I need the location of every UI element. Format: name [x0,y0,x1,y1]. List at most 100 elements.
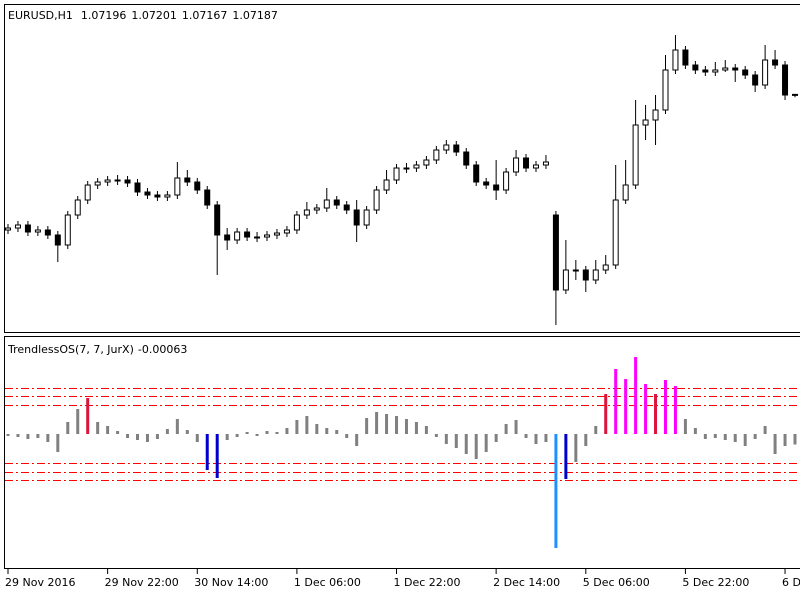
candle-body [572,269,579,272]
histogram-bar [554,434,558,548]
time-label: 30 Nov 14:00 [194,576,268,589]
time-label: 6 Dec 14:00 [782,576,800,589]
candle-body [194,181,201,191]
histogram-bar [56,434,60,452]
candle-body [403,167,410,170]
histogram-bar [225,434,229,440]
high-value: 1.07201 [131,9,177,22]
histogram-bar [265,431,269,434]
histogram-bar [594,426,598,434]
histogram-bar [663,380,667,434]
histogram-bar [76,409,80,434]
candle-body [682,49,689,66]
candle-body [622,184,629,201]
histogram-bar [434,434,438,437]
candle-body [104,179,111,183]
histogram-bar [136,434,140,440]
candle-body [94,181,101,186]
histogram-bar [325,428,329,434]
histogram-bar [235,434,239,437]
price-panel [4,4,800,333]
candle-body [473,164,480,183]
histogram-bar [733,434,737,442]
histogram-bar [514,420,518,434]
candle-body [732,67,739,71]
candle-body [463,151,470,166]
candle-body [303,209,310,216]
histogram-bar [36,434,40,438]
histogram-bar [524,434,528,438]
candle-body [343,204,350,211]
candle-body [632,124,639,186]
histogram-bar [305,416,309,434]
candle-body [433,149,440,161]
candle-body [762,59,769,86]
time-label: 5 Dec 06:00 [583,576,650,589]
histogram-bar [145,434,149,442]
histogram-bar [365,418,369,434]
histogram-bar [454,434,458,448]
candle-body [782,64,789,96]
candle-body [792,93,798,96]
candle-body [672,49,679,71]
candle-body [423,159,430,166]
histogram-bar [66,422,70,434]
histogram-bar [624,379,628,434]
candle-body [293,214,300,231]
time-label: 1 Dec 06:00 [294,576,361,589]
histogram-bar [355,434,359,446]
candle-body [513,157,520,173]
histogram-bar [743,434,747,446]
candle-body [14,224,21,229]
candle-body [373,189,380,211]
candle-body [493,184,500,191]
histogram-bar [723,434,727,440]
histogram-bar [6,434,10,436]
histogram-bar [165,429,169,434]
histogram-bar [404,419,408,434]
histogram-bar [604,394,608,434]
candle-body [483,181,490,186]
candle-body [612,199,619,266]
histogram-bar [295,420,299,434]
indicator-name: TrendlessOS(7, 7, JurX) [7,343,134,356]
candle-body [234,231,241,241]
candle-body [154,194,161,198]
histogram-bar [693,428,697,434]
histogram-bar [255,434,259,436]
histogram-bar [285,428,289,434]
histogram-bar [783,434,787,446]
histogram-bar [474,434,478,459]
histogram-bar [424,426,428,434]
candle-body [134,182,141,193]
candle-body [254,236,261,239]
candle-body [582,269,589,281]
candle-body [273,232,280,236]
histogram-bar [16,434,20,437]
histogram-bar [504,424,508,434]
candle-body [224,234,231,241]
candle-body [333,199,340,206]
candle-body [244,231,251,238]
candle-body [592,269,599,281]
histogram-bar [46,434,50,442]
histogram-bar [96,422,100,434]
candle-body [742,69,749,76]
histogram-bar [185,430,189,434]
candle-body [5,227,11,231]
histogram-bar [773,434,777,454]
histogram-bar [634,357,638,434]
candle-body [602,264,609,271]
candle-body [283,229,290,234]
candle-body [642,119,649,126]
candle-body [114,179,121,182]
close-value: 1.07187 [232,9,278,22]
histogram-bar [673,386,677,434]
candle-body [523,157,530,169]
candle-body [712,69,719,73]
histogram-bar [793,434,797,445]
candle-body [64,214,71,246]
candle-body [552,214,559,291]
candle-body [204,189,211,206]
histogram-bar [654,394,658,434]
